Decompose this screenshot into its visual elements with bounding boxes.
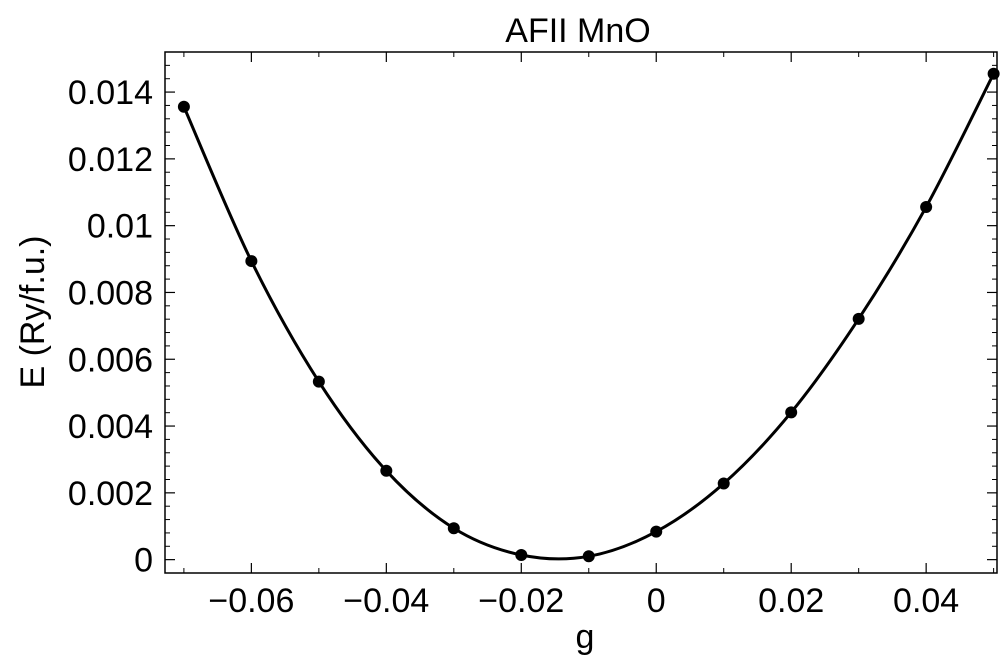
data-point xyxy=(717,477,730,490)
x-axis-label: g xyxy=(576,618,595,656)
data-point xyxy=(177,100,190,113)
data-point xyxy=(582,550,595,563)
y-tick-label: 0.008 xyxy=(68,274,153,312)
y-tick-label: 0.006 xyxy=(68,341,153,379)
data-point xyxy=(785,406,798,419)
y-tick-label: 0.014 xyxy=(68,74,153,112)
y-axis-tick-labels: 0 0.002 0.004 0.006 0.008 0.01 0.012 0.014 xyxy=(68,74,153,580)
y-tick-label: 0.01 xyxy=(87,208,153,246)
x-axis-ticks xyxy=(183,52,995,573)
data-point xyxy=(852,312,865,325)
x-tick-label: 0.04 xyxy=(893,582,959,620)
data-point xyxy=(515,548,528,561)
y-tick-label: 0.002 xyxy=(68,475,153,513)
y-tick-label: 0 xyxy=(134,542,153,580)
y-axis-label: E (Ry/f.u.) xyxy=(14,235,52,388)
x-tick-label: 0.02 xyxy=(758,582,824,620)
x-tick-label: −0.02 xyxy=(478,582,564,620)
x-axis-tick-labels: −0.06 −0.04 −0.02 0 0.02 0.04 xyxy=(208,582,959,620)
y-tick-label: 0.004 xyxy=(68,408,153,446)
plot-frame xyxy=(164,51,998,574)
fit-curve xyxy=(182,73,995,561)
y-axis-ticks xyxy=(165,64,997,561)
data-point xyxy=(312,375,325,388)
data-point xyxy=(987,67,1000,80)
x-tick-label: 0 xyxy=(647,582,666,620)
chart-title: AFII MnO xyxy=(505,12,650,50)
x-tick-label: −0.06 xyxy=(208,582,294,620)
data-point xyxy=(245,255,258,268)
y-tick-label: 0.012 xyxy=(68,141,153,179)
data-point xyxy=(920,200,933,213)
data-point xyxy=(447,522,460,535)
data-points xyxy=(177,67,1000,563)
data-point xyxy=(380,464,393,477)
data-point xyxy=(650,525,663,538)
x-tick-label: −0.04 xyxy=(343,582,429,620)
